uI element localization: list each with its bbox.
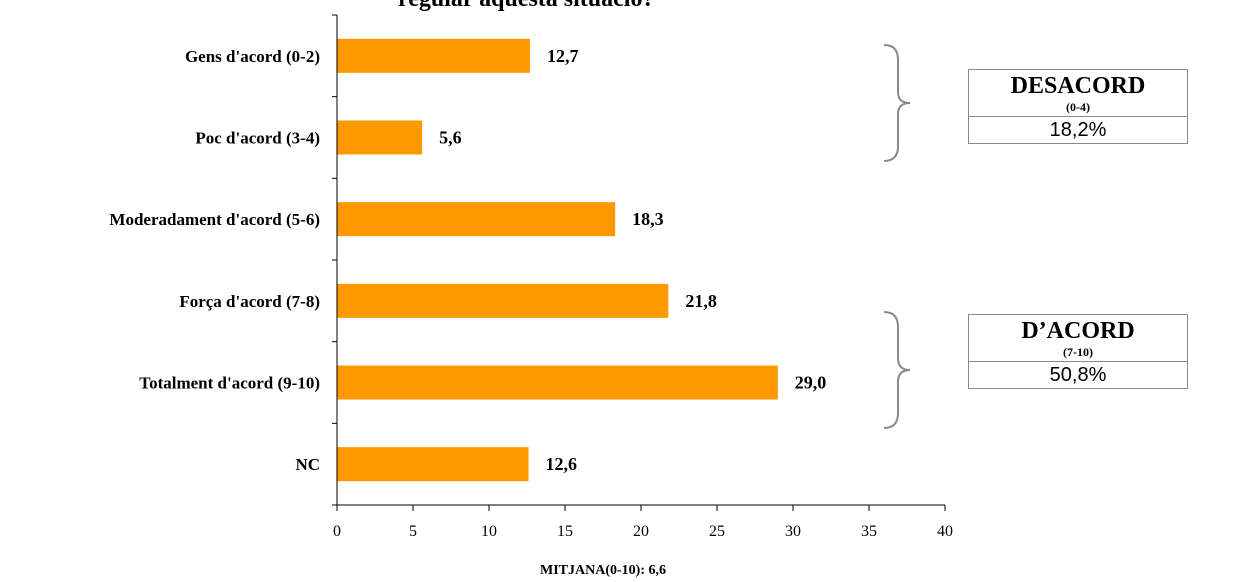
mean-label: MITJANA(0-10): 6,6 — [540, 563, 666, 578]
bar — [337, 38, 531, 73]
x-tick-label: 35 — [861, 523, 877, 540]
bar-value-label: 12,7 — [547, 46, 579, 66]
chart-title: regular aquesta situació? — [398, 0, 654, 13]
category-label: Força d'acord (7-8) — [179, 292, 320, 311]
disagree-summary-box: DESACORD (0-4) 18,2% — [968, 69, 1188, 144]
category-label: Moderadament d'acord (5-6) — [109, 210, 320, 229]
agree-value: 50,8% — [969, 361, 1187, 388]
agree-summary-box: D’ACORD (7-10) 50,8% — [968, 314, 1188, 389]
category-label: Totalment d'acord (9-10) — [139, 374, 320, 393]
disagree-label: DESACORD — [1010, 73, 1146, 99]
disagree-value: 18,2% — [969, 116, 1187, 143]
agree-range: (7-10) — [1063, 345, 1093, 359]
x-tick-label: 0 — [333, 523, 341, 540]
category-label: Gens d'acord (0-2) — [185, 47, 320, 66]
bar — [337, 202, 616, 237]
axis-layer: Gens d'acord (0-2) Poc d'acord (3-4) Moder… — [109, 14, 953, 540]
bar-value-label: 12,6 — [546, 454, 578, 474]
bar-value-label: 21,8 — [685, 291, 717, 311]
bar — [337, 365, 778, 400]
agree-label: D’ACORD — [1021, 318, 1135, 344]
x-tick-label: 10 — [481, 523, 497, 540]
agree-brace — [883, 311, 911, 429]
bar-value-label: 18,3 — [632, 209, 664, 229]
bars-layer: 12,7 5,6 18,3 21,8 29,0 12,6 — [337, 38, 827, 482]
x-tick-label: 15 — [557, 523, 573, 540]
category-label: Poc d'acord (3-4) — [195, 129, 320, 148]
bar-value-label: 5,6 — [439, 128, 462, 148]
disagree-range: (0-4) — [1066, 100, 1090, 114]
brackets-layer — [883, 44, 911, 429]
x-tick-label: 30 — [785, 523, 801, 540]
bar — [337, 120, 423, 155]
x-tick-label: 25 — [709, 523, 725, 540]
x-tick-label: 20 — [633, 523, 649, 540]
disagree-brace — [883, 44, 911, 162]
category-label: NC — [295, 455, 320, 474]
bar — [337, 447, 529, 482]
x-tick-label: 5 — [409, 523, 417, 540]
bar — [337, 283, 669, 318]
bar-value-label: 29,0 — [795, 373, 827, 393]
x-tick-label: 40 — [937, 523, 953, 540]
